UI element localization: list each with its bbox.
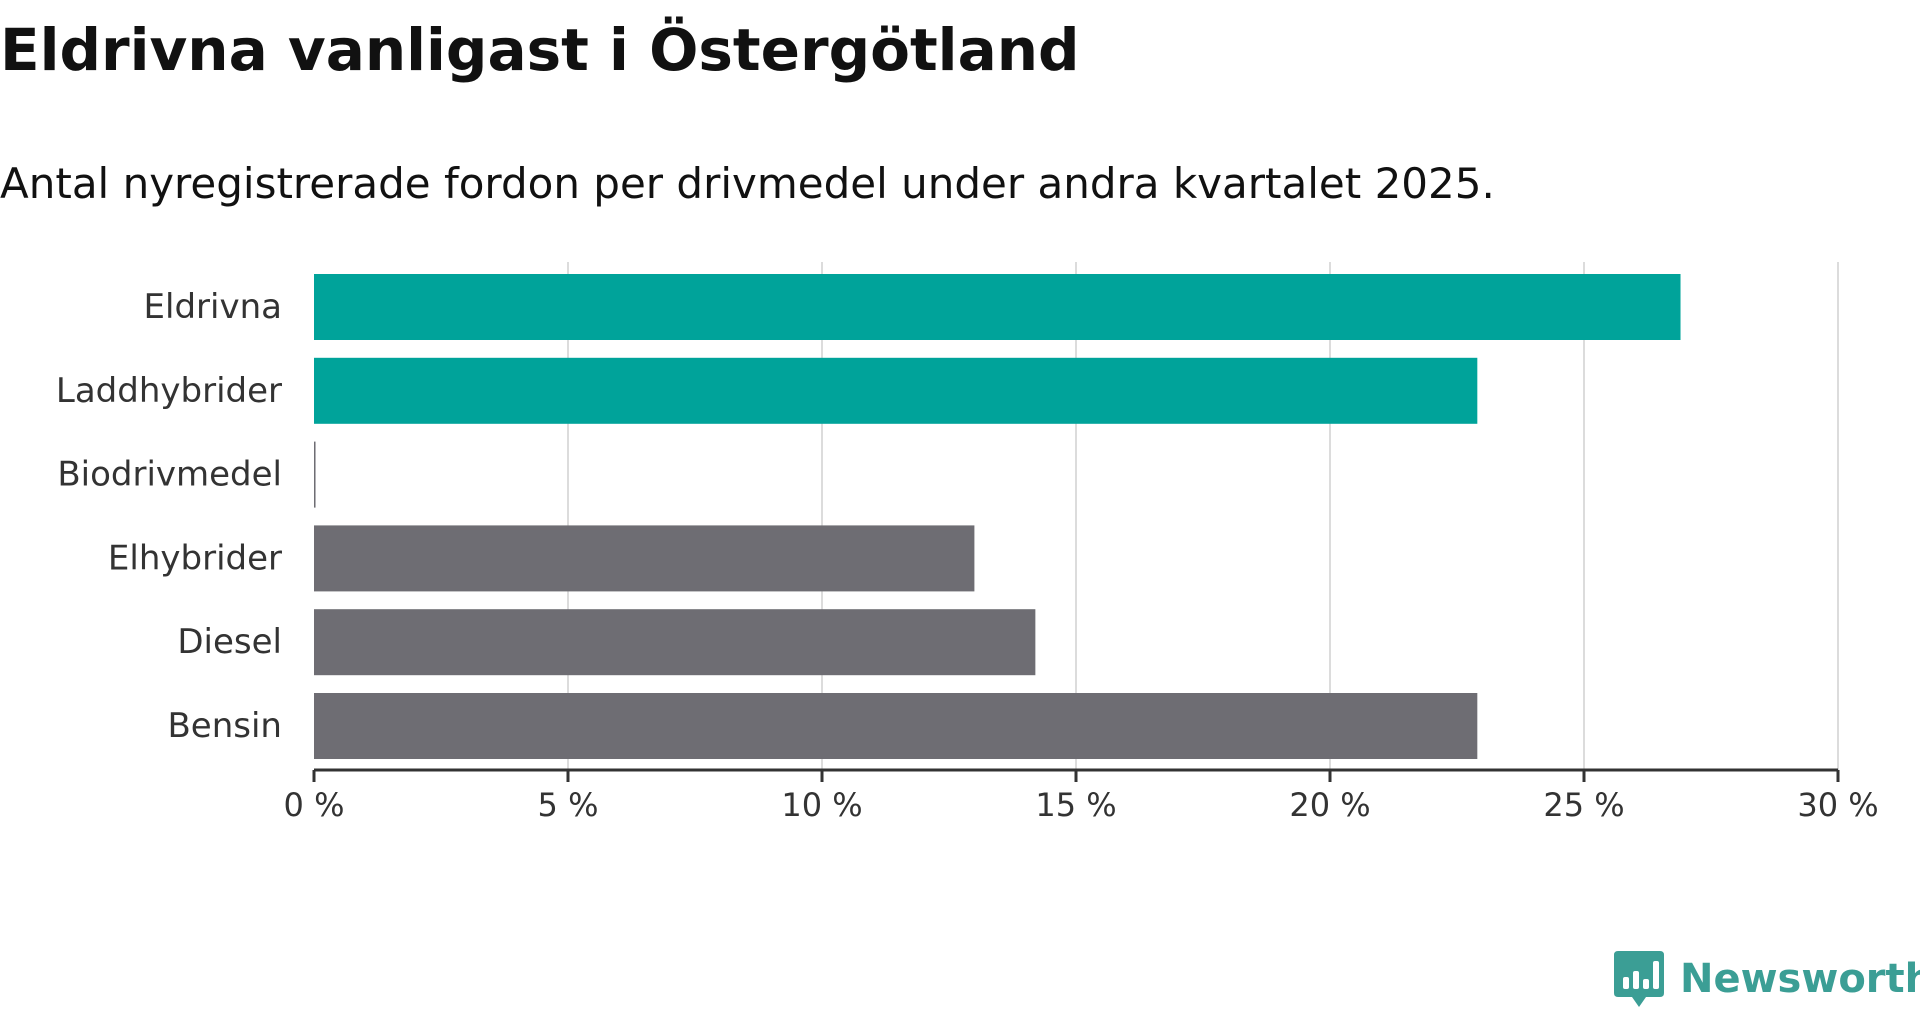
brand-logo: Newsworthy: [1612, 947, 1920, 1011]
x-tick-label: 10 %: [781, 786, 862, 824]
x-tick-label: 0 %: [284, 786, 345, 824]
bar-bensin: [314, 693, 1478, 759]
category-label: Biodrivmedel: [57, 455, 282, 495]
category-label: Bensin: [167, 706, 282, 746]
x-axis: 0 % 5 % 10 % 15 % 20 % 25 % 30 %: [284, 768, 1879, 824]
bar-laddhybrider: [314, 357, 1478, 424]
category-labels: Eldrivna Laddhybrider Biodrivmedel Elhybrid…: [56, 287, 282, 746]
chart-subtitle: Antal nyregistrerade fordon per drivmede…: [0, 159, 1495, 208]
bar-eldrivna: [314, 274, 1681, 340]
x-tick-label: 15 %: [1035, 786, 1116, 824]
category-label: Eldrivna: [144, 287, 282, 327]
x-tick-label: 25 %: [1543, 786, 1624, 824]
category-label: Elhybrider: [108, 538, 282, 578]
chart-title: Eldrivna vanligast i Östergötland: [0, 16, 1080, 84]
x-tick-label: 30 %: [1797, 786, 1878, 824]
x-tick-label: 5 %: [538, 786, 599, 824]
bar-biodrivmedel: [314, 441, 316, 508]
bar-elhybrider: [314, 525, 975, 592]
chart-bars: [314, 274, 1681, 759]
bar-diesel: [314, 609, 1036, 676]
bar-chart: Eldrivna Laddhybrider Biodrivmedel Elhybrid…: [56, 262, 1879, 824]
category-label: Diesel: [177, 622, 282, 662]
x-tick-label: 20 %: [1289, 786, 1370, 824]
category-label: Laddhybrider: [56, 371, 282, 411]
newsworthy-logo-icon: [1614, 951, 1664, 1007]
brand-name: Newsworthy: [1680, 956, 1920, 1002]
chart-gridlines: [567, 262, 1839, 770]
